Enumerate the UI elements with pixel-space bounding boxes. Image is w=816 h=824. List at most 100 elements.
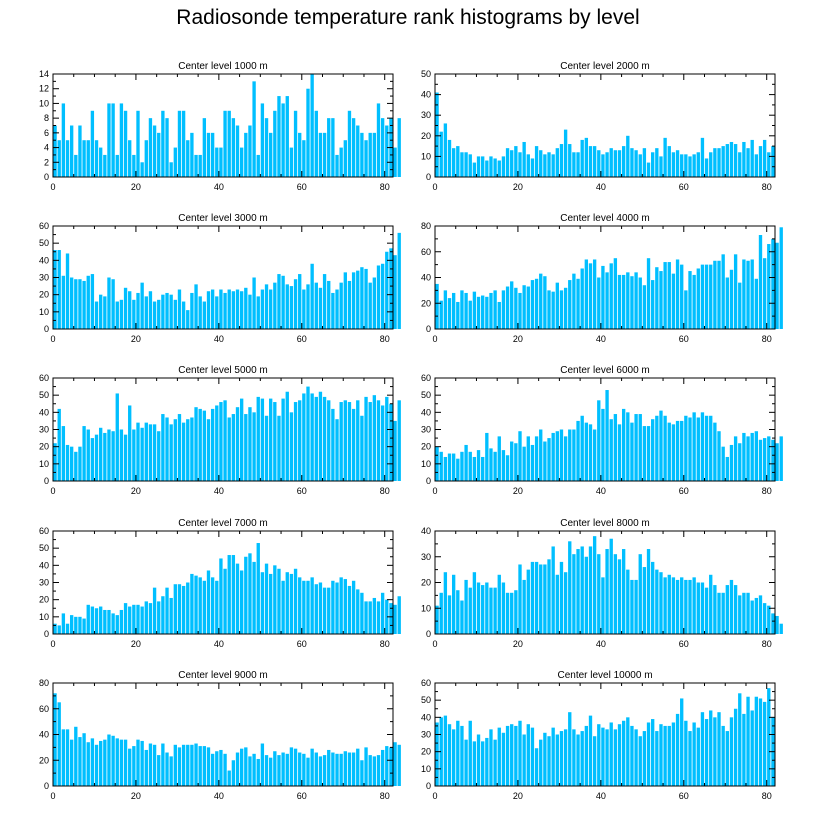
- bar: [181, 422, 186, 481]
- bar: [252, 753, 256, 786]
- bar: [99, 147, 103, 177]
- bar: [244, 132, 248, 177]
- bar: [256, 296, 260, 329]
- bar: [435, 605, 439, 634]
- bar: [771, 146, 775, 177]
- bar: [443, 572, 448, 634]
- bar: [244, 414, 248, 481]
- bar: [754, 696, 759, 786]
- bar: [69, 277, 74, 329]
- bar: [443, 456, 448, 481]
- y-tick-label: 60: [421, 678, 431, 688]
- bar: [393, 420, 397, 481]
- bar: [331, 580, 335, 634]
- bar: [347, 110, 352, 177]
- bar: [750, 259, 754, 329]
- bar: [725, 144, 729, 177]
- bar: [559, 429, 564, 481]
- bar: [754, 597, 759, 634]
- bar: [539, 273, 543, 329]
- bar: [518, 720, 522, 786]
- bar: [655, 415, 659, 481]
- bar: [347, 752, 352, 786]
- bar: [663, 415, 667, 481]
- x-tick-label: 80: [380, 182, 390, 192]
- bar: [65, 253, 70, 329]
- bar: [107, 734, 111, 786]
- x-tick-label: 60: [679, 639, 689, 649]
- y-tick-label: 30: [421, 730, 431, 740]
- bar: [190, 573, 194, 634]
- bar: [696, 152, 700, 177]
- bar: [688, 156, 692, 177]
- bar: [481, 456, 485, 481]
- bar: [580, 139, 584, 177]
- bar: [111, 431, 115, 481]
- bar: [456, 458, 460, 481]
- bar: [667, 146, 671, 177]
- bar: [476, 582, 481, 634]
- bar: [223, 753, 227, 786]
- bar: [568, 429, 572, 481]
- bar: [476, 156, 481, 177]
- bar: [144, 601, 148, 634]
- bar: [638, 736, 642, 786]
- bar: [522, 446, 526, 481]
- bar: [248, 294, 252, 329]
- bar: [244, 747, 248, 786]
- x-tick-label: 60: [297, 182, 307, 192]
- x-tick-label: 80: [762, 334, 772, 344]
- bar: [190, 132, 194, 177]
- bar: [605, 549, 609, 634]
- bar: [779, 227, 783, 329]
- bar: [613, 554, 618, 634]
- bar: [264, 415, 269, 481]
- bar: [460, 451, 464, 481]
- bar: [165, 752, 169, 786]
- bar: [210, 289, 215, 329]
- bar: [227, 770, 231, 786]
- bar: [128, 748, 132, 786]
- bar: [601, 577, 605, 634]
- bar: [310, 74, 314, 177]
- bar: [688, 731, 692, 786]
- bar: [177, 584, 182, 634]
- bar: [514, 443, 518, 481]
- x-tick-label: 0: [50, 486, 55, 496]
- bar: [588, 715, 593, 786]
- bar: [140, 740, 144, 786]
- bar: [202, 580, 207, 634]
- bar: [206, 132, 211, 177]
- bar: [210, 753, 215, 786]
- bar: [157, 431, 161, 481]
- bar: [588, 146, 593, 177]
- bar: [738, 693, 742, 786]
- bar: [497, 160, 501, 177]
- bar: [115, 301, 119, 329]
- bar: [198, 296, 202, 329]
- bar: [638, 277, 642, 329]
- bar: [202, 118, 207, 177]
- y-tick-label: 10: [39, 612, 49, 622]
- bar: [675, 713, 680, 786]
- bar: [173, 147, 177, 177]
- bar: [215, 751, 219, 786]
- bar: [563, 287, 568, 329]
- y-tick-label: 20: [421, 131, 431, 141]
- bar: [638, 154, 642, 177]
- bar: [389, 747, 393, 786]
- y-tick-label: 40: [39, 730, 49, 740]
- x-tick-label: 0: [50, 334, 55, 344]
- bar: [210, 408, 215, 481]
- panel-title: Center level 6000 m: [560, 365, 650, 376]
- bar: [543, 154, 547, 177]
- bar: [456, 590, 460, 634]
- bar: [380, 749, 385, 786]
- bar: [161, 414, 165, 481]
- bar: [173, 744, 177, 786]
- bar: [123, 110, 128, 177]
- bar: [626, 717, 630, 786]
- bar: [709, 152, 713, 177]
- bar: [302, 753, 306, 786]
- bar: [281, 580, 285, 634]
